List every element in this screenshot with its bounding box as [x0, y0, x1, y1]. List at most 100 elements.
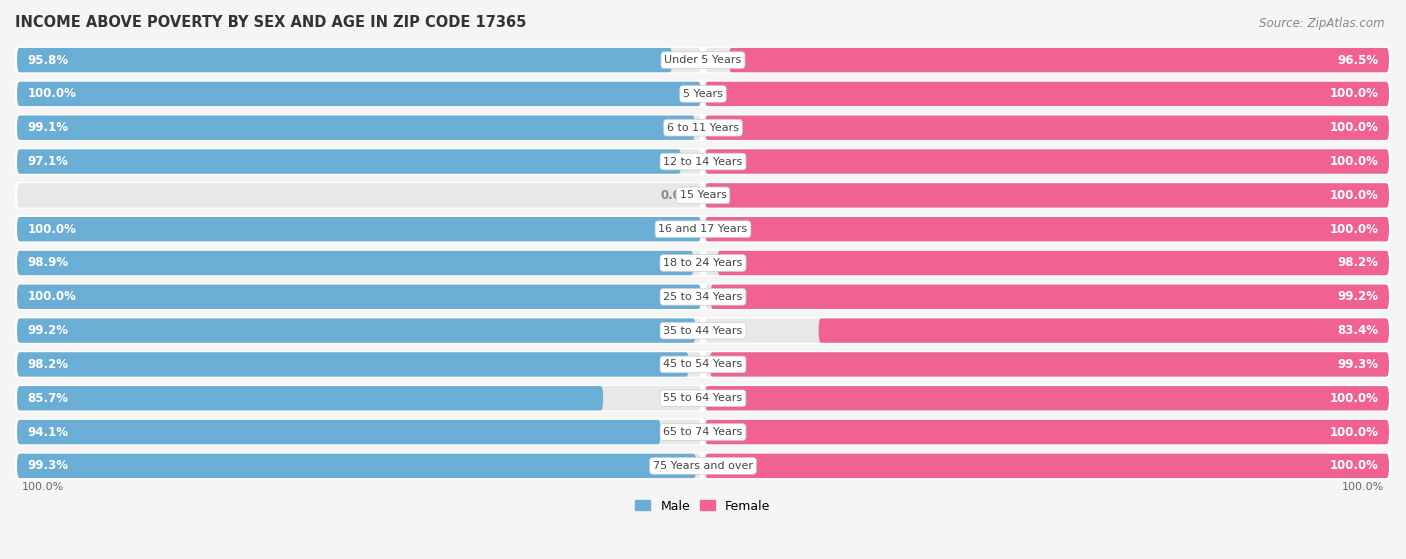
- FancyBboxPatch shape: [704, 183, 1389, 207]
- FancyBboxPatch shape: [15, 452, 1391, 480]
- FancyBboxPatch shape: [15, 148, 1391, 175]
- FancyBboxPatch shape: [704, 48, 1389, 72]
- FancyBboxPatch shape: [15, 182, 1391, 209]
- Text: 100.0%: 100.0%: [27, 222, 76, 236]
- FancyBboxPatch shape: [17, 116, 695, 140]
- Text: 65 to 74 Years: 65 to 74 Years: [664, 427, 742, 437]
- Text: 100.0%: 100.0%: [1330, 155, 1379, 168]
- FancyBboxPatch shape: [704, 454, 1389, 478]
- Text: 5 Years: 5 Years: [683, 89, 723, 99]
- FancyBboxPatch shape: [818, 319, 1389, 343]
- FancyBboxPatch shape: [17, 285, 702, 309]
- Text: 99.1%: 99.1%: [27, 121, 69, 134]
- FancyBboxPatch shape: [17, 285, 702, 309]
- FancyBboxPatch shape: [704, 420, 1389, 444]
- Text: 45 to 54 Years: 45 to 54 Years: [664, 359, 742, 369]
- Text: 75 Years and over: 75 Years and over: [652, 461, 754, 471]
- FancyBboxPatch shape: [17, 454, 696, 478]
- FancyBboxPatch shape: [704, 251, 1389, 275]
- FancyBboxPatch shape: [704, 420, 1389, 444]
- Text: 100.0%: 100.0%: [1330, 392, 1379, 405]
- FancyBboxPatch shape: [15, 46, 1391, 74]
- Text: 100.0%: 100.0%: [27, 87, 76, 101]
- FancyBboxPatch shape: [704, 82, 1389, 106]
- FancyBboxPatch shape: [17, 82, 702, 106]
- FancyBboxPatch shape: [15, 80, 1391, 107]
- FancyBboxPatch shape: [17, 386, 603, 410]
- Text: 99.3%: 99.3%: [27, 459, 69, 472]
- FancyBboxPatch shape: [704, 217, 1389, 241]
- Text: 85.7%: 85.7%: [27, 392, 69, 405]
- FancyBboxPatch shape: [17, 352, 689, 377]
- Text: 96.5%: 96.5%: [1337, 54, 1379, 67]
- Text: 95.8%: 95.8%: [27, 54, 69, 67]
- FancyBboxPatch shape: [17, 149, 681, 174]
- Text: 100.0%: 100.0%: [27, 290, 76, 304]
- FancyBboxPatch shape: [704, 386, 1389, 410]
- Text: 15 Years: 15 Years: [679, 191, 727, 200]
- Text: Under 5 Years: Under 5 Years: [665, 55, 741, 65]
- FancyBboxPatch shape: [704, 285, 1389, 309]
- FancyBboxPatch shape: [17, 420, 702, 444]
- Text: 12 to 14 Years: 12 to 14 Years: [664, 157, 742, 167]
- FancyBboxPatch shape: [17, 183, 702, 207]
- FancyBboxPatch shape: [17, 48, 702, 72]
- FancyBboxPatch shape: [704, 183, 1389, 207]
- Text: 100.0%: 100.0%: [1330, 87, 1379, 101]
- FancyBboxPatch shape: [728, 48, 1389, 72]
- Text: 16 and 17 Years: 16 and 17 Years: [658, 224, 748, 234]
- FancyBboxPatch shape: [704, 386, 1389, 410]
- Text: 98.2%: 98.2%: [1337, 257, 1379, 269]
- Text: 99.2%: 99.2%: [27, 324, 69, 337]
- Text: 98.2%: 98.2%: [27, 358, 69, 371]
- FancyBboxPatch shape: [17, 251, 693, 275]
- Text: 98.9%: 98.9%: [27, 257, 69, 269]
- Text: 99.3%: 99.3%: [1337, 358, 1379, 371]
- FancyBboxPatch shape: [704, 149, 1389, 174]
- Text: 55 to 64 Years: 55 to 64 Years: [664, 393, 742, 403]
- FancyBboxPatch shape: [17, 149, 702, 174]
- FancyBboxPatch shape: [704, 454, 1389, 478]
- FancyBboxPatch shape: [15, 385, 1391, 412]
- FancyBboxPatch shape: [17, 82, 702, 106]
- FancyBboxPatch shape: [704, 319, 1389, 343]
- FancyBboxPatch shape: [17, 48, 672, 72]
- FancyBboxPatch shape: [15, 249, 1391, 277]
- FancyBboxPatch shape: [704, 149, 1389, 174]
- FancyBboxPatch shape: [17, 116, 702, 140]
- Text: 83.4%: 83.4%: [1337, 324, 1379, 337]
- FancyBboxPatch shape: [15, 419, 1391, 446]
- FancyBboxPatch shape: [704, 82, 1389, 106]
- Text: 100.0%: 100.0%: [1330, 121, 1379, 134]
- Text: 100.0%: 100.0%: [1330, 222, 1379, 236]
- FancyBboxPatch shape: [15, 216, 1391, 243]
- Text: 99.2%: 99.2%: [1337, 290, 1379, 304]
- FancyBboxPatch shape: [17, 217, 702, 241]
- FancyBboxPatch shape: [710, 285, 1389, 309]
- Text: 100.0%: 100.0%: [1341, 482, 1384, 492]
- FancyBboxPatch shape: [704, 116, 1389, 140]
- FancyBboxPatch shape: [17, 251, 702, 275]
- FancyBboxPatch shape: [17, 386, 702, 410]
- Text: INCOME ABOVE POVERTY BY SEX AND AGE IN ZIP CODE 17365: INCOME ABOVE POVERTY BY SEX AND AGE IN Z…: [15, 15, 526, 30]
- FancyBboxPatch shape: [704, 352, 1389, 377]
- Legend: Male, Female: Male, Female: [630, 495, 776, 518]
- FancyBboxPatch shape: [15, 283, 1391, 310]
- Text: 100.0%: 100.0%: [1330, 459, 1379, 472]
- FancyBboxPatch shape: [17, 319, 696, 343]
- FancyBboxPatch shape: [17, 352, 702, 377]
- FancyBboxPatch shape: [17, 420, 661, 444]
- FancyBboxPatch shape: [15, 317, 1391, 344]
- Text: 35 to 44 Years: 35 to 44 Years: [664, 326, 742, 335]
- Text: 100.0%: 100.0%: [1330, 189, 1379, 202]
- FancyBboxPatch shape: [17, 454, 702, 478]
- Text: 25 to 34 Years: 25 to 34 Years: [664, 292, 742, 302]
- FancyBboxPatch shape: [717, 251, 1389, 275]
- Text: 94.1%: 94.1%: [27, 425, 69, 439]
- Text: Source: ZipAtlas.com: Source: ZipAtlas.com: [1260, 17, 1385, 30]
- Text: 18 to 24 Years: 18 to 24 Years: [664, 258, 742, 268]
- FancyBboxPatch shape: [710, 352, 1389, 377]
- Text: 0.0%: 0.0%: [659, 189, 693, 202]
- FancyBboxPatch shape: [17, 217, 702, 241]
- Text: 100.0%: 100.0%: [1330, 425, 1379, 439]
